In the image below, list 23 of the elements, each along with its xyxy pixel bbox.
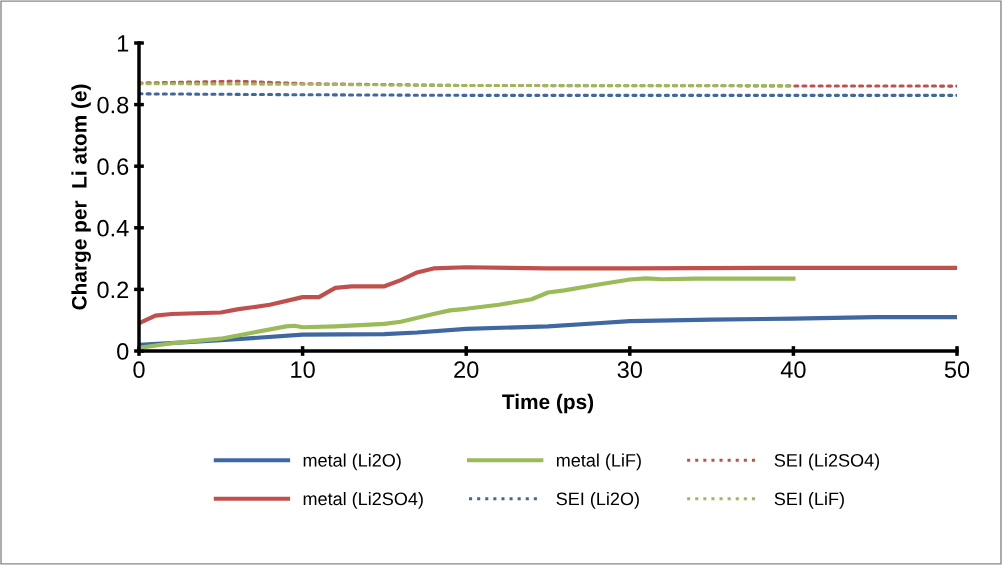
x-tick-label: 50 (944, 361, 970, 379)
x-tick-label: 30 (617, 361, 643, 379)
x-tick-label: 20 (454, 361, 479, 379)
y-tick-label: 0.2 (97, 281, 129, 299)
x-tick-label: 0 (133, 361, 145, 379)
y-tick-label: 0.8 (97, 96, 129, 114)
line-series (139, 315, 957, 347)
legend-label: SEI (LiF) (774, 491, 844, 509)
line-series (139, 276, 796, 351)
y-axis-title: Charge per Li atom (e) (71, 84, 91, 310)
legend-label: metal (Li2SO4) (303, 491, 423, 509)
y-tick-label: 0 (117, 343, 129, 360)
y-tick-label: 1 (117, 35, 129, 52)
legend-label: metal (Li2O) (303, 453, 401, 471)
y-tick-label: 0.6 (97, 158, 129, 175)
x-axis-title: Time (ps) (502, 393, 594, 414)
x-tick-label: 10 (291, 361, 315, 379)
legend-label: metal (LiF) (556, 453, 641, 471)
line-series (139, 265, 957, 326)
x-tick-label: 40 (780, 361, 806, 379)
y-tick-label: 0.4 (97, 219, 129, 237)
legend-label: SEI (Li2O) (556, 491, 639, 509)
legend-label: SEI (Li2SO4) (774, 453, 880, 471)
